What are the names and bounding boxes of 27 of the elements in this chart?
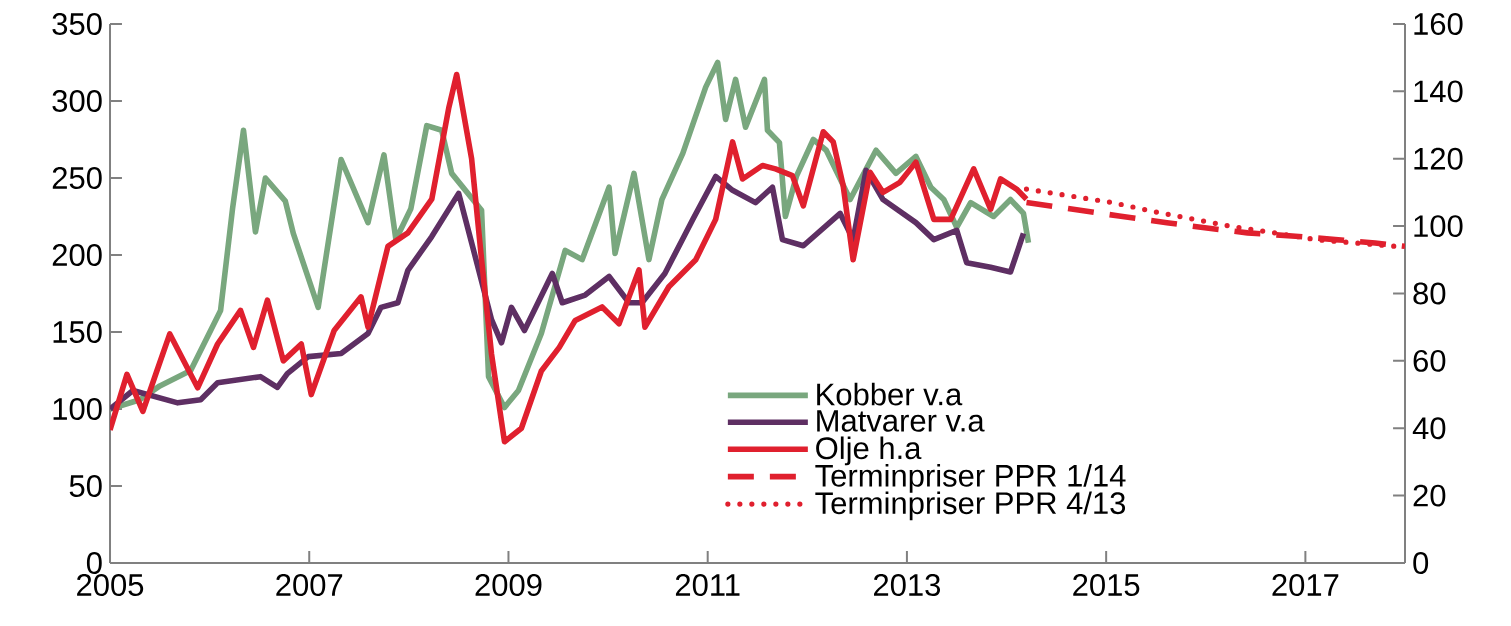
x-tick-label: 2005 <box>77 574 144 597</box>
y-tick-label: 350 <box>52 13 102 35</box>
x-tick-label: 2013 <box>874 574 941 597</box>
legend-label: Matvarer v.a <box>817 410 985 432</box>
x-tick-label: 2011 <box>675 574 740 597</box>
y-tick-label: 200 <box>52 244 102 266</box>
y-tick-label: 300 <box>52 90 102 112</box>
y2-tick-label: 160 <box>1414 13 1463 35</box>
y2-tick-label: 20 <box>1413 484 1446 507</box>
y2-tick-label: 40 <box>1412 417 1446 440</box>
x-tick-label: 2017 <box>1272 574 1339 597</box>
y2-tick-label: 120 <box>1414 147 1463 170</box>
x-tick-label: 2007 <box>276 574 343 597</box>
y2-tick-label: 100 <box>1414 215 1463 238</box>
y-tick-label: 50 <box>69 475 102 497</box>
legend-label: Kobber v.a <box>817 382 963 406</box>
x-tick-label: 2015 <box>1073 574 1140 597</box>
y2-tick-label: 140 <box>1414 80 1463 103</box>
y-tick-label: 250 <box>52 167 102 189</box>
y-tick-label: 100 <box>53 398 102 420</box>
y-tick-label: 0 <box>86 552 102 574</box>
x-tick-label: 2009 <box>475 574 542 597</box>
y-tick-label: 150 <box>53 321 102 343</box>
y2-tick-label: 80 <box>1413 282 1446 305</box>
y2-tick-label: 0 <box>1413 552 1429 574</box>
legend-label: Terminpriser PPR 4/13 <box>815 491 1126 521</box>
y2-tick-label: 60 <box>1413 349 1446 372</box>
